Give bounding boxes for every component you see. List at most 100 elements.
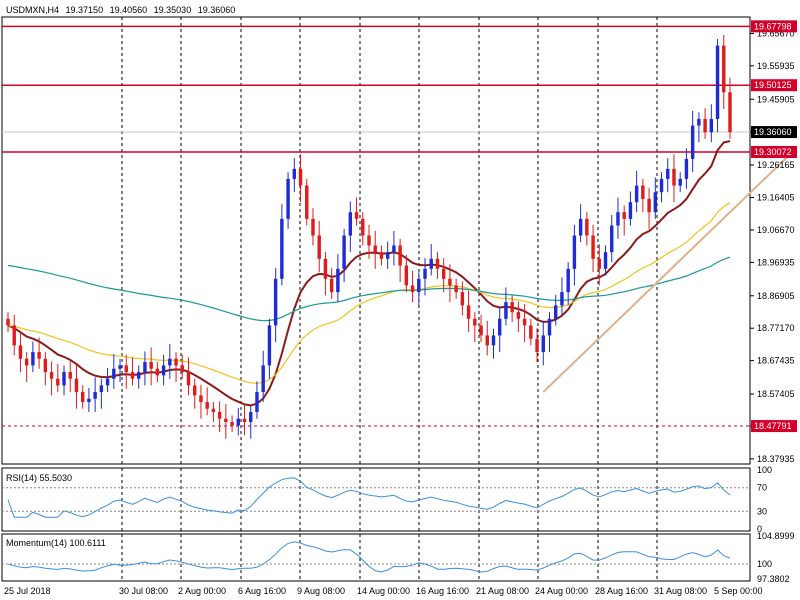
candle-body (572, 235, 577, 269)
candle-body (441, 268, 446, 279)
candle-body (367, 235, 371, 246)
candle-body (87, 398, 91, 403)
open-value: 19.37150 (66, 5, 104, 15)
x-tick-label: 28 Aug 16:00 (595, 586, 648, 596)
candle-body (24, 358, 29, 366)
candle-body (622, 212, 626, 219)
candle-body (672, 168, 676, 186)
candle-body (255, 392, 259, 413)
osc-layer (2, 477, 750, 573)
candle-body (193, 385, 197, 396)
candle-body (143, 362, 147, 373)
candle-body (385, 252, 390, 259)
candle-body (547, 318, 552, 336)
trendline (542, 151, 793, 393)
rsi-tick-label: 30 (757, 506, 767, 516)
rsi-tick-label: 70 (757, 483, 767, 493)
x-tick-label: 2 Aug 00:00 (178, 586, 226, 596)
rsi-pane (1, 467, 751, 532)
rsi-tick-label: 100 (757, 465, 772, 475)
candle-body (554, 305, 558, 319)
y-tick-label: 18.96935 (757, 257, 795, 267)
candle-body (641, 185, 645, 199)
candle-body (149, 362, 153, 369)
y-tick-label: 18.86905 (757, 291, 795, 301)
momentum-line (7, 541, 731, 573)
candle-body (628, 202, 633, 219)
symbol-label: USDMXN,H4 (6, 5, 59, 15)
candle-body (211, 408, 216, 413)
candle-body (31, 352, 35, 366)
candle-body (715, 45, 720, 119)
candle-body (435, 258, 440, 269)
y-tick-label: 18.67435 (757, 356, 795, 366)
close-value: 19.36060 (198, 5, 236, 15)
level-label: 19.30072 (754, 147, 792, 157)
main-pane (1, 16, 751, 465)
x-tick-label: 30 Jul 08:00 (119, 586, 168, 596)
candle-body (336, 268, 340, 293)
price-layer (6, 34, 793, 439)
candle-body (329, 278, 334, 293)
moving-average-line (7, 256, 731, 322)
candle-body (342, 235, 346, 269)
candle-body (180, 365, 184, 373)
candle-body (684, 158, 689, 179)
y-tick-label: 18.77170 (757, 323, 795, 333)
x-tick-label: 31 Aug 08:00 (654, 586, 707, 596)
rsi-line (7, 477, 731, 518)
candle-body (62, 372, 66, 386)
candle-body (659, 178, 664, 193)
x-tick-label: 25 Jul 2018 (4, 586, 51, 596)
candle-body (161, 365, 166, 376)
candle-body (242, 418, 247, 423)
candle-body (348, 212, 353, 236)
candle-body (666, 168, 670, 179)
momentum-tick-label: 100 (757, 559, 772, 569)
rsi-title: RSI(14) 55.5030 (6, 473, 72, 483)
candle-body (728, 92, 732, 133)
candle-body (697, 118, 701, 126)
x-tick-label: 6 Aug 16:00 (238, 586, 286, 596)
x-tick-label: 5 Sep 00:00 (714, 586, 763, 596)
candle-body (541, 335, 545, 353)
grid-layer (2, 17, 750, 581)
high-value: 19.40560 (110, 5, 148, 15)
moving-average-line (7, 202, 731, 384)
candle-body (305, 185, 309, 219)
candle-body (273, 278, 278, 326)
candle-body (417, 278, 421, 293)
y-tick-label: 18.57405 (757, 389, 795, 399)
candle-body (261, 365, 265, 393)
candle-body (43, 358, 48, 373)
candle-body (37, 352, 41, 359)
candle-body (74, 378, 79, 393)
candle-body (174, 358, 178, 366)
candle-body (136, 372, 141, 379)
candle-body (224, 418, 228, 423)
momentum-title: Momentum(14) 100.6111 (6, 538, 106, 548)
candle-body (6, 318, 10, 326)
candle-body (392, 245, 396, 253)
candle-body (454, 285, 458, 293)
candle-body (199, 395, 203, 403)
level-label: 19.67798 (754, 21, 792, 31)
candle-body (690, 125, 695, 159)
candle-body (460, 292, 465, 306)
candle-body (80, 392, 85, 403)
current-price-label: 19.36060 (754, 127, 792, 137)
candle-body (155, 368, 160, 376)
candle-body (423, 268, 427, 279)
candle-body (560, 292, 564, 306)
candle-body (112, 368, 116, 379)
level-tag (751, 145, 797, 158)
candle-body (722, 45, 726, 93)
momentum-tick-label: 97.3802 (757, 574, 790, 584)
candle-body (448, 278, 452, 286)
candle-body (578, 218, 583, 236)
candle-body (634, 185, 639, 203)
candle-body (130, 372, 135, 379)
candle-body (292, 168, 297, 179)
y-tick-label: 18.37935 (757, 454, 795, 464)
level-tag (751, 20, 797, 33)
